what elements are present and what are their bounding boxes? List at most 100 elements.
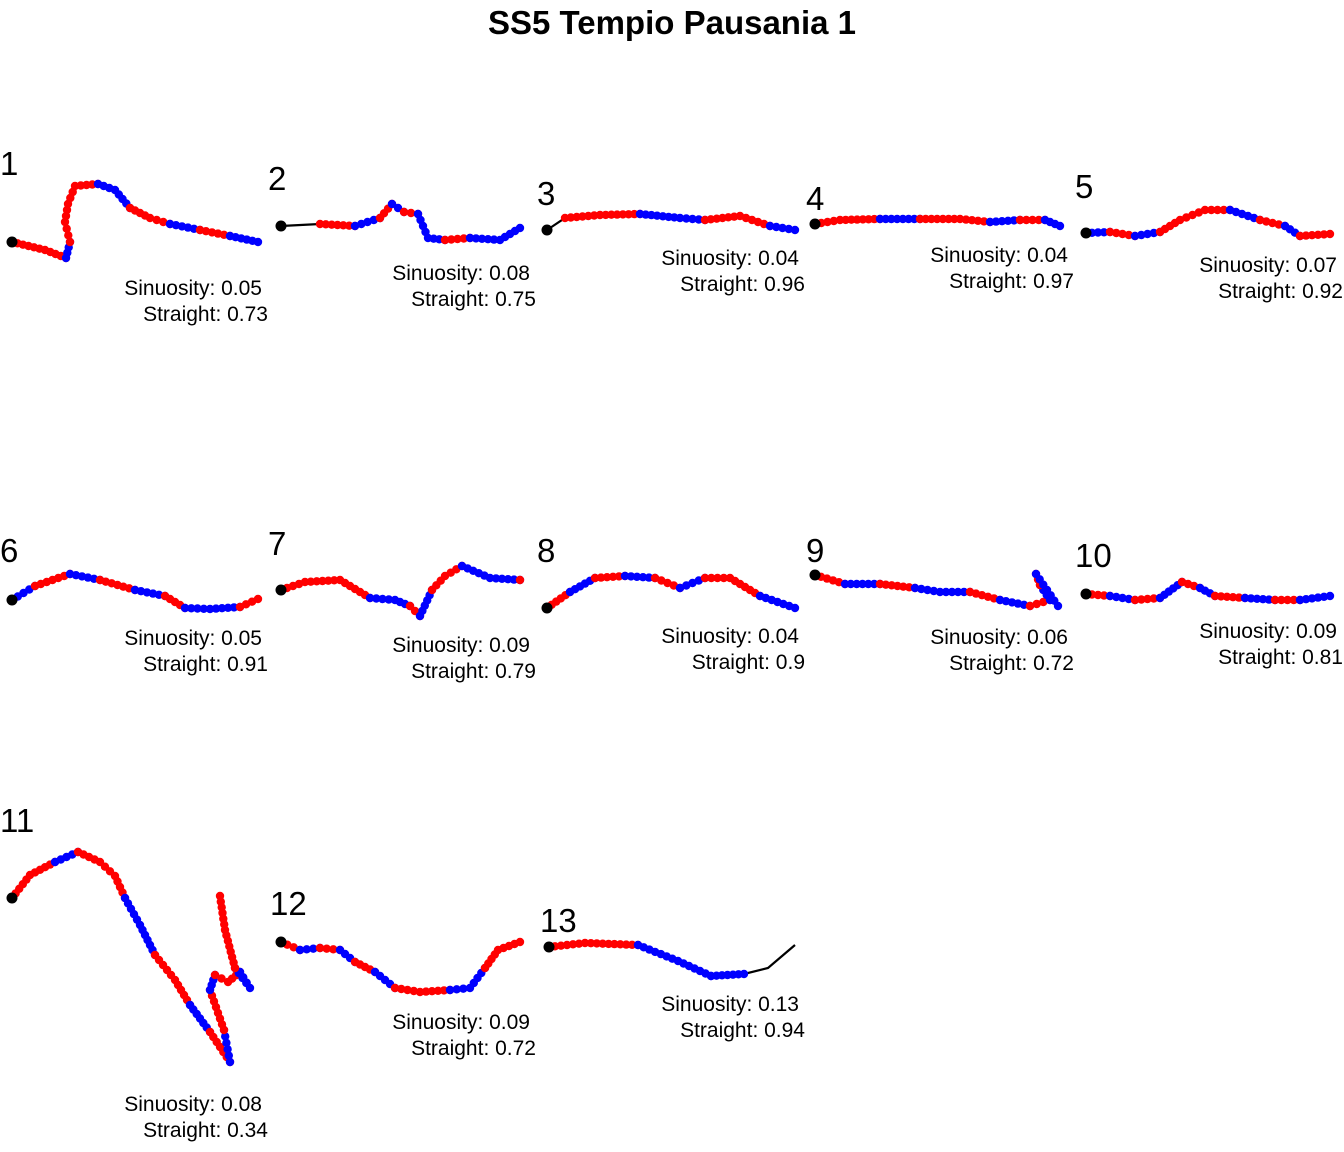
stage-panel-1: 1 Sinuosity: 0.05 Straight: 0.73 [0, 145, 268, 326]
red-point [1028, 215, 1037, 225]
blue-point [378, 594, 387, 604]
blue-point [515, 223, 525, 233]
red-point [1099, 591, 1109, 600]
blue-point [1112, 592, 1121, 602]
straight-label: Straight: 0.94 [680, 1019, 805, 1042]
blue-point [997, 217, 1007, 226]
blue-point [497, 574, 507, 583]
sinuosity-label: Sinuosity: 0.09 [1199, 620, 1337, 643]
blue-point [491, 574, 501, 583]
red-point [439, 986, 449, 995]
blue-point [790, 225, 800, 235]
straight-label: Straight: 0.97 [949, 270, 1074, 293]
panel-label: 1 [0, 145, 18, 182]
red-point [217, 974, 226, 983]
blue-point [302, 945, 311, 954]
blue-point [694, 215, 703, 224]
panel-label: 5 [1075, 168, 1093, 205]
blue-point [253, 237, 263, 247]
blue-point [1252, 594, 1262, 603]
red-point [627, 940, 637, 949]
blue-point [477, 234, 487, 243]
red-point [1313, 230, 1323, 239]
red-point [1025, 601, 1035, 611]
straight-label: Straight: 0.96 [680, 273, 805, 296]
blue-point [778, 223, 787, 233]
panel-label: 8 [537, 532, 555, 569]
stage-panel-10: 10 Sinuosity: 0.09 Straight: 0.81 [1075, 537, 1343, 669]
sinuosity-label: Sinuosity: 0.05 [124, 277, 262, 300]
red-point [62, 224, 71, 233]
red-point [1307, 231, 1317, 240]
sinuosity-label: Sinuosity: 0.09 [392, 1011, 530, 1034]
blue-point [675, 213, 685, 223]
blue-point [675, 583, 685, 593]
red-point [1268, 218, 1277, 228]
red-point [459, 234, 468, 243]
red-point [592, 939, 601, 948]
red-point [829, 216, 838, 226]
red-point [1210, 591, 1220, 601]
stage-panel-6: 6 Sinuosity: 0.05 Straight: 0.91 [0, 532, 268, 676]
blue-point [1053, 601, 1063, 611]
red-point [1319, 230, 1329, 239]
start-point [275, 936, 287, 948]
red-point [289, 943, 298, 952]
red-point [719, 573, 728, 583]
start-point [541, 224, 553, 236]
stage-panel-9: 9 Sinuosity: 0.06 Straight: 0.72 [806, 532, 1074, 675]
red-point [315, 943, 325, 953]
red-point [409, 986, 418, 996]
red-point [1039, 597, 1048, 607]
chart-title: SS5 Tempio Pausania 1 [487, 4, 857, 41]
blue-point [935, 587, 945, 597]
start-point [6, 892, 18, 904]
red-point [1130, 595, 1140, 605]
sinuosity-label: Sinuosity: 0.08 [124, 1093, 262, 1116]
blue-point [350, 221, 360, 231]
stage-panel-11: 11 Sinuosity: 0.08 Straight: 0.34 [0, 802, 268, 1142]
panel-label: 6 [0, 532, 18, 569]
blue-point [372, 594, 381, 603]
stage-panel-8: 8 Sinuosity: 0.04 Straight: 0.9 [537, 532, 805, 674]
panel-label: 13 [540, 902, 577, 939]
red-point [608, 572, 618, 581]
blue-point [917, 584, 926, 594]
blue-point [363, 217, 372, 227]
red-point [1022, 215, 1031, 225]
red-point [215, 891, 225, 901]
red-point [1283, 595, 1292, 605]
red-point [1213, 205, 1222, 215]
red-point [1255, 215, 1265, 225]
red-point [663, 578, 672, 588]
blue-point [193, 604, 202, 613]
start-point [809, 569, 821, 581]
blue-point [626, 572, 636, 581]
blue-point [632, 572, 642, 581]
blue-point [852, 579, 861, 589]
blue-point [485, 573, 495, 583]
straight-label: Straight: 0.75 [411, 288, 536, 311]
blue-point [1130, 231, 1140, 241]
red-point [145, 213, 155, 223]
red-point [329, 945, 338, 954]
blue-point [892, 214, 902, 224]
straight-label: Straight: 0.81 [1218, 646, 1343, 669]
sinuosity-label: Sinuosity: 0.09 [392, 634, 530, 657]
blue-point [858, 579, 867, 589]
sinuosity-label: Sinuosity: 0.06 [930, 626, 1068, 649]
straight-label: Straight: 0.72 [949, 652, 1074, 675]
stage-panel-3: 3 Sinuosity: 0.04 Straight: 0.96 [537, 175, 805, 296]
blue-point [199, 604, 208, 613]
red-point [65, 237, 75, 247]
blue-point [465, 233, 475, 243]
red-point [614, 572, 624, 581]
blue-point [1099, 228, 1109, 237]
blue-point [644, 573, 654, 582]
blue-point [489, 235, 499, 244]
panel-label: 12 [270, 885, 307, 922]
blue-point [445, 985, 455, 995]
blue-point [929, 586, 938, 596]
blue-point [1093, 228, 1103, 237]
red-point [406, 208, 416, 218]
